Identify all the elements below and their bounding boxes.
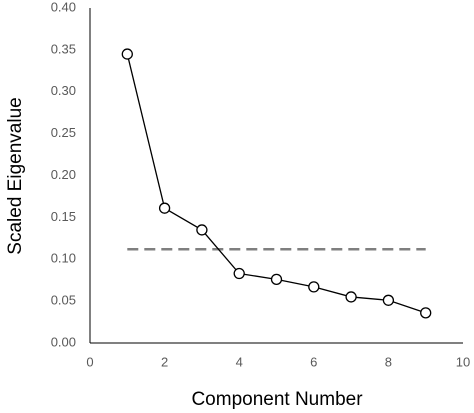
data-point (158, 202, 171, 214)
x-tick-label: 10 (456, 354, 470, 369)
y-tick-label: 0.35 (51, 41, 76, 56)
y-tick-label: 0.25 (51, 125, 76, 140)
x-tick-label: 8 (385, 354, 392, 369)
x-tick-label: 2 (161, 354, 168, 369)
y-axis-title: Scaled Eigenvalue (5, 97, 26, 254)
y-tick-label: 0.00 (51, 334, 76, 349)
x-axis-title: Component Number (191, 389, 363, 410)
data-point (345, 291, 357, 303)
data-point (420, 307, 432, 319)
y-tick-label: 0.10 (51, 251, 76, 266)
y-tick-label: 0.15 (51, 209, 76, 224)
x-tick-label: 4 (236, 354, 243, 369)
y-tick-label: 0.30 (51, 83, 76, 98)
data-point (196, 224, 208, 236)
data-point (308, 281, 320, 293)
x-tick-label: 0 (86, 354, 93, 369)
data-point (121, 48, 133, 60)
x-tick-label: 6 (310, 354, 317, 369)
data-point (233, 267, 245, 280)
y-tick-label: 0.20 (51, 167, 76, 182)
y-tick-label: 0.40 (51, 0, 76, 14)
data-point (382, 294, 395, 306)
y-tick-label: 0.05 (51, 293, 76, 308)
data-point (270, 273, 283, 286)
